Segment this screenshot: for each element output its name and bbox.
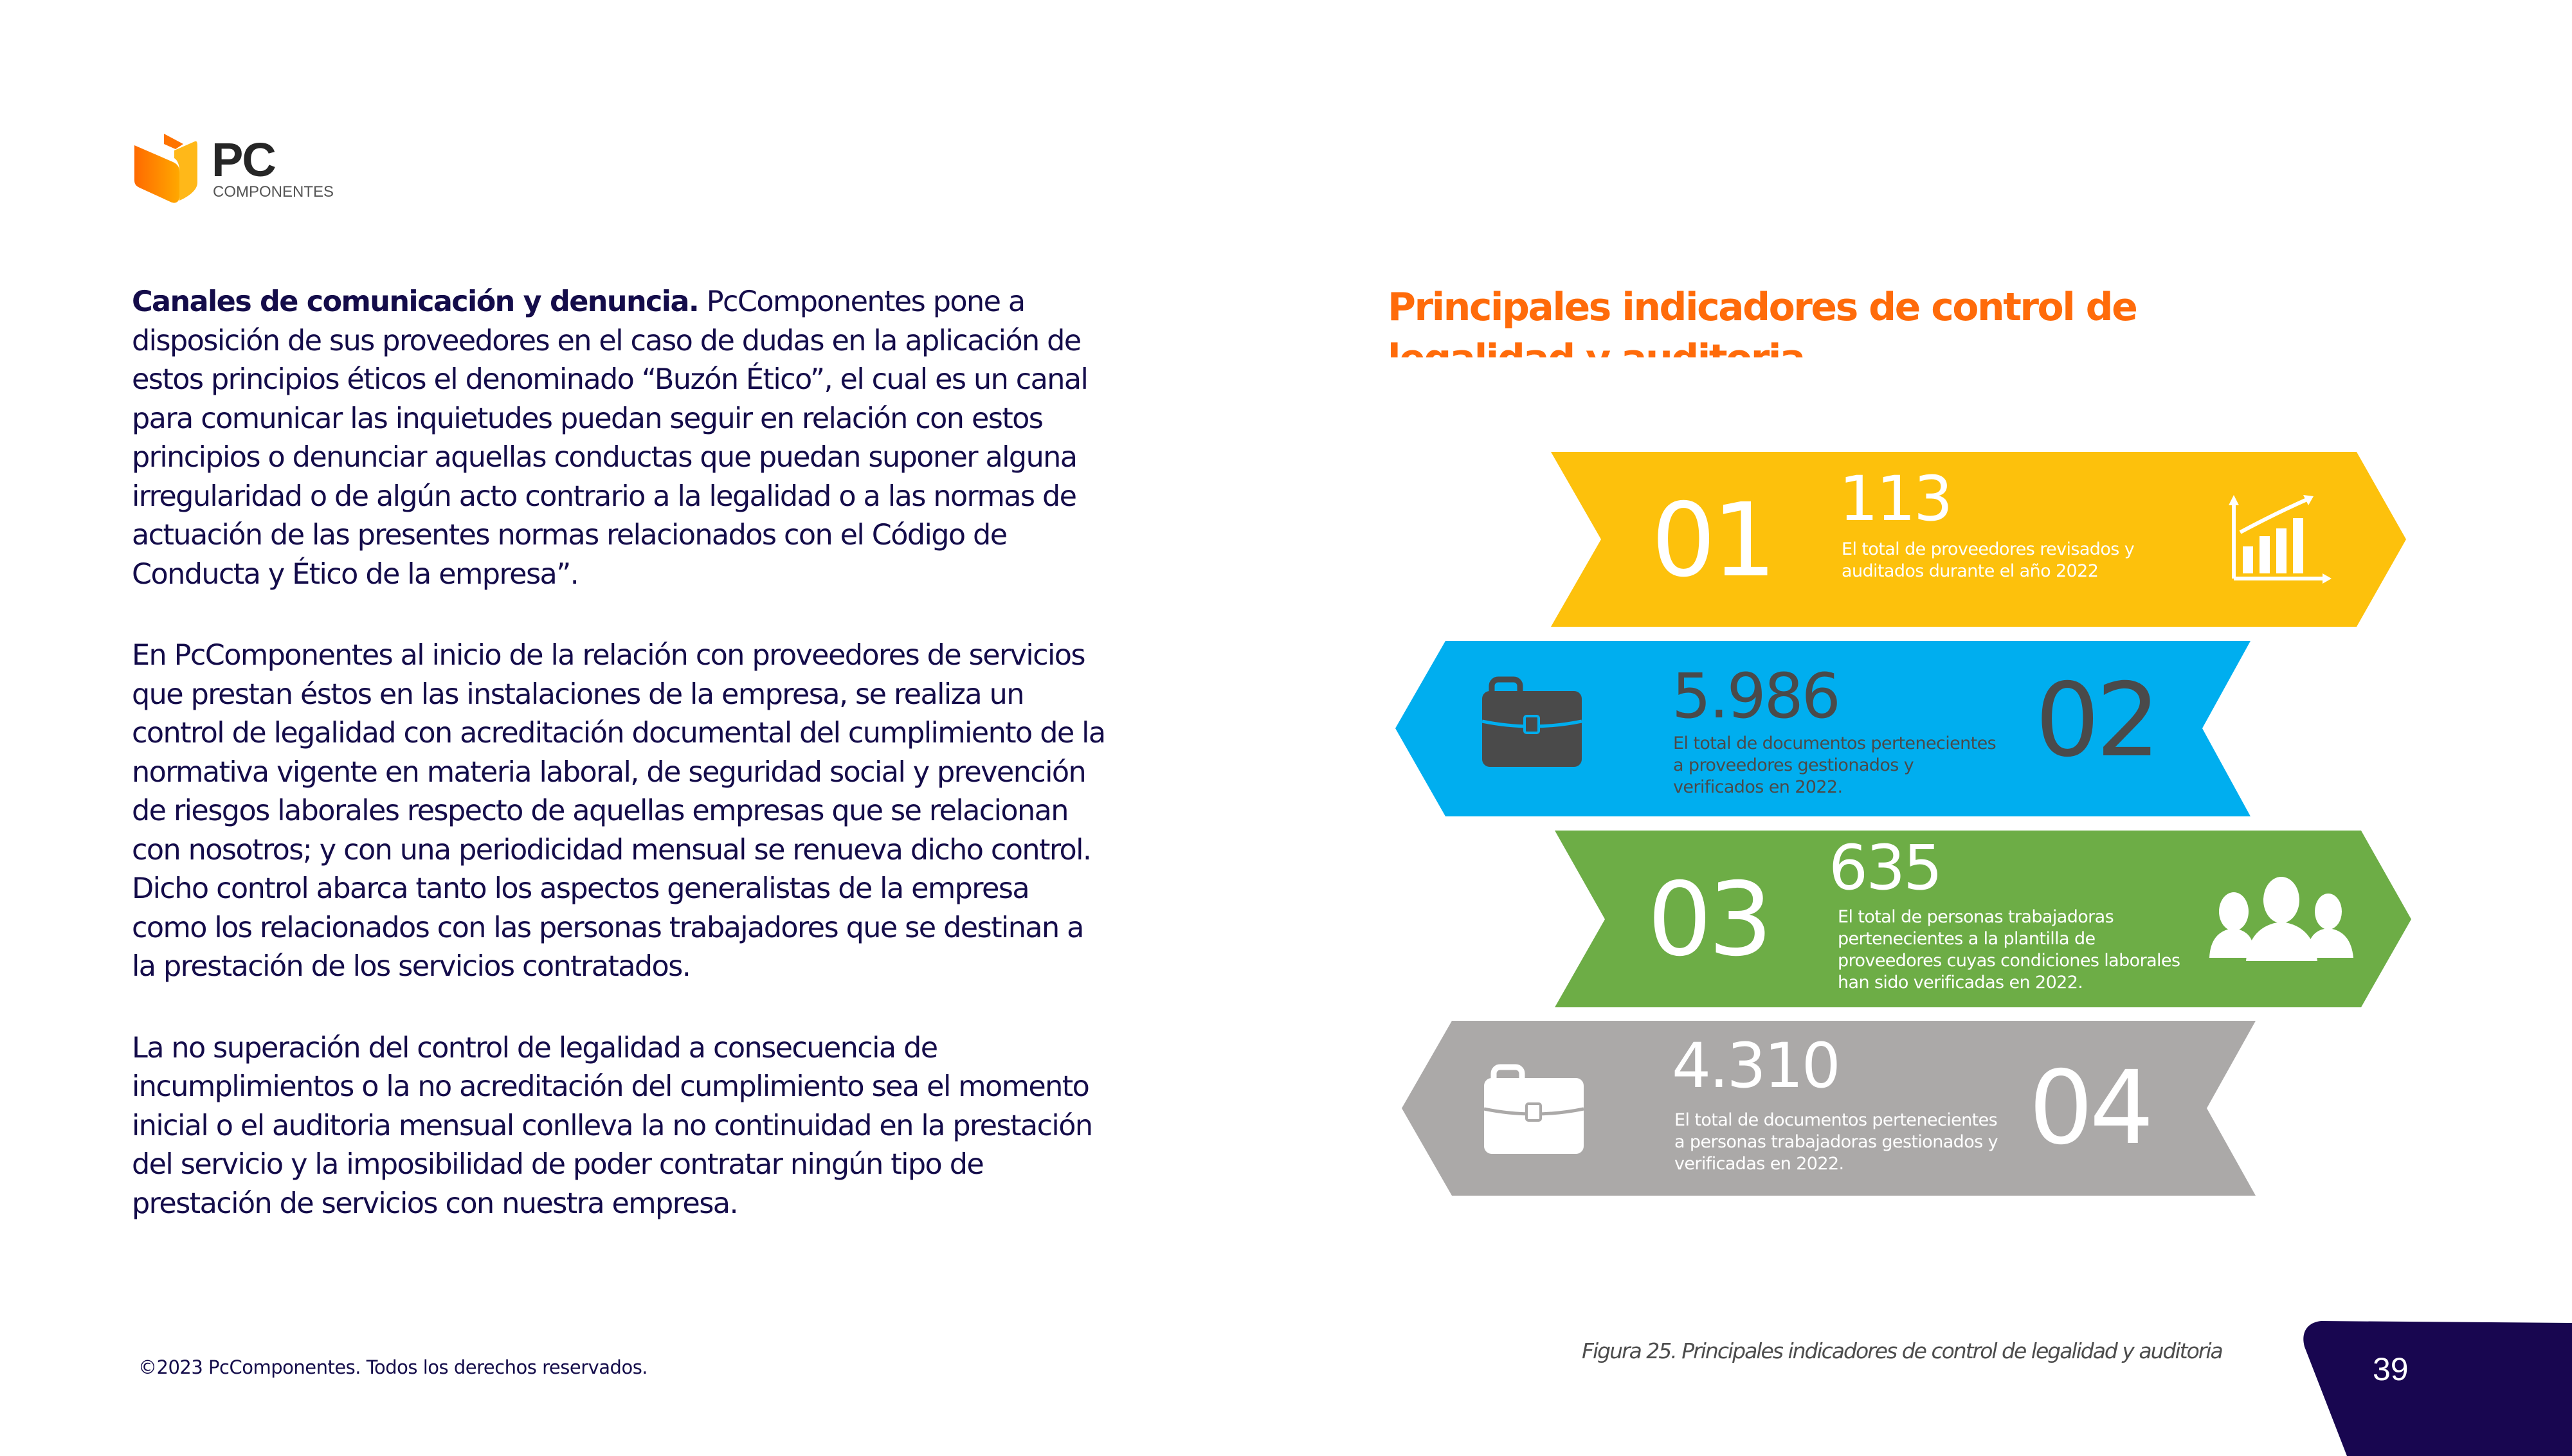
paragraph-line: normativa vigente en materia laboral, de… xyxy=(132,755,1087,789)
paragraph-canales: Canales de comunicación y denuncia. PcCo… xyxy=(132,283,1270,594)
paragraph-line: actuación de las presentes normas relaci… xyxy=(132,519,1008,552)
paragraph-line: la prestación de los servicios contratad… xyxy=(132,950,691,983)
description-line: verificadas en 2022. xyxy=(1674,1154,1844,1174)
logo-wordmark: PC xyxy=(212,133,276,186)
description-line: auditados durante el año 2022 xyxy=(1842,561,2099,581)
indicator-value-04: 4.310 xyxy=(1672,1030,1841,1102)
paragraph-line: Dicho control abarca tanto los aspectos … xyxy=(132,872,1030,905)
indicator-number-02: 02 xyxy=(2035,661,2160,780)
description-line: proveedores cuyas condiciones laborales xyxy=(1838,951,2180,971)
paragraph-line: Conducta y Ético de la empresa”. xyxy=(132,557,579,591)
line-text: PcComponentes pone a xyxy=(698,285,1026,318)
paragraph-line: disposición de sus proveedores en el cas… xyxy=(132,324,1082,357)
indicator-value-01: 113 xyxy=(1839,463,1953,535)
paragraph-control-legalidad: En PcComponentes al inicio de la relació… xyxy=(132,636,1270,987)
figure-caption: Figura 25. Principales indicadores de co… xyxy=(1582,1338,2223,1363)
paragraph-line: irregularidad o de algún acto contrario … xyxy=(132,480,1077,513)
people-group-icon xyxy=(2209,877,2353,961)
paragraph-line: principios o denunciar aquellas conducta… xyxy=(132,441,1078,474)
briefcase-icon xyxy=(1483,1064,1584,1154)
paragraph-line: Canales de comunicación y denuncia. PcCo… xyxy=(132,283,1270,322)
paragraph-line: del servicio y la imposibilidad de poder… xyxy=(132,1148,984,1181)
description-line: verificados en 2022. xyxy=(1673,777,1843,797)
logo-box-icon xyxy=(134,134,197,203)
description-line: a proveedores gestionados y xyxy=(1673,755,1914,775)
indicator-description-02: El total de documentos pertenecientes a … xyxy=(1673,733,1997,798)
copyright-footer: ©2023 PcComponentes. Todos los derechos … xyxy=(138,1356,648,1378)
indicator-number-03: 03 xyxy=(1647,861,1773,979)
indicator-number-01: 01 xyxy=(1651,481,1777,600)
description-line: El total de personas trabajadoras xyxy=(1838,907,2114,927)
description-line: El total de documentos pertenecientes xyxy=(1674,1110,1998,1130)
paragraph-line: inicial o el auditoria mensual conlleva … xyxy=(132,1109,1093,1142)
indicator-description-01: El total de proveedores revisados y audi… xyxy=(1842,539,2135,582)
indicator-number-04: 04 xyxy=(2029,1049,2154,1167)
paragraph-line: La no superación del control de legalida… xyxy=(132,1031,938,1065)
paragraph-line: como los relacionados con las personas t… xyxy=(132,911,1084,944)
paragraph-line: con nosotros; y con una periodicidad men… xyxy=(132,833,1092,867)
paragraph-line: incumplimientos o la no acreditación del… xyxy=(132,1070,1090,1103)
logo-subtitle: COMPONENTES xyxy=(213,183,334,201)
indicator-description-04: El total de documentos pertenecientes a … xyxy=(1674,1110,1998,1175)
description-line: han sido verificadas en 2022. xyxy=(1838,973,2083,993)
description-line: a personas trabajadoras gestionados y xyxy=(1674,1132,1998,1152)
paragraph-lead: Canales de comunicación y denuncia. xyxy=(132,285,700,318)
paragraph-line: prestación de servicios con nuestra empr… xyxy=(132,1187,739,1220)
section-title: Principales indicadores de control de le… xyxy=(1388,285,2138,357)
page-number: 39 xyxy=(2373,1351,2409,1387)
paragraph-line: para comunicar las inquietudes puedan se… xyxy=(132,402,1044,435)
body-text: Canales de comunicación y denuncia. PcCo… xyxy=(132,283,1270,1266)
briefcase-icon xyxy=(1481,676,1582,767)
description-line: pertenecientes a la plantilla de xyxy=(1838,929,2096,949)
paragraph-line: que prestan éstos en las instalaciones d… xyxy=(132,678,1024,711)
paragraph-line: de riesgos laborales respecto de aquella… xyxy=(132,795,1069,827)
bar-chart-growth-icon xyxy=(2229,495,2332,584)
paragraph-line: control de legalidad con acreditación do… xyxy=(132,717,1106,750)
description-line: El total de proveedores revisados y xyxy=(1842,539,2135,559)
description-line: El total de documentos pertenecientes xyxy=(1673,733,1997,753)
indicator-value-02: 5.986 xyxy=(1672,660,1841,732)
indicator-description-03: El total de personas trabajadoras perten… xyxy=(1838,906,2180,994)
paragraph-line: En PcComponentes al inicio de la relació… xyxy=(132,639,1086,672)
indicator-value-03: 635 xyxy=(1829,832,1943,904)
paragraph-no-superacion: La no superación del control de legalida… xyxy=(132,1029,1270,1224)
paragraph-line: estos principios éticos el denominado “B… xyxy=(132,363,1089,396)
pccomponentes-logo: PC COMPONENTES xyxy=(133,129,339,206)
page-number-badge xyxy=(2303,1321,2572,1456)
